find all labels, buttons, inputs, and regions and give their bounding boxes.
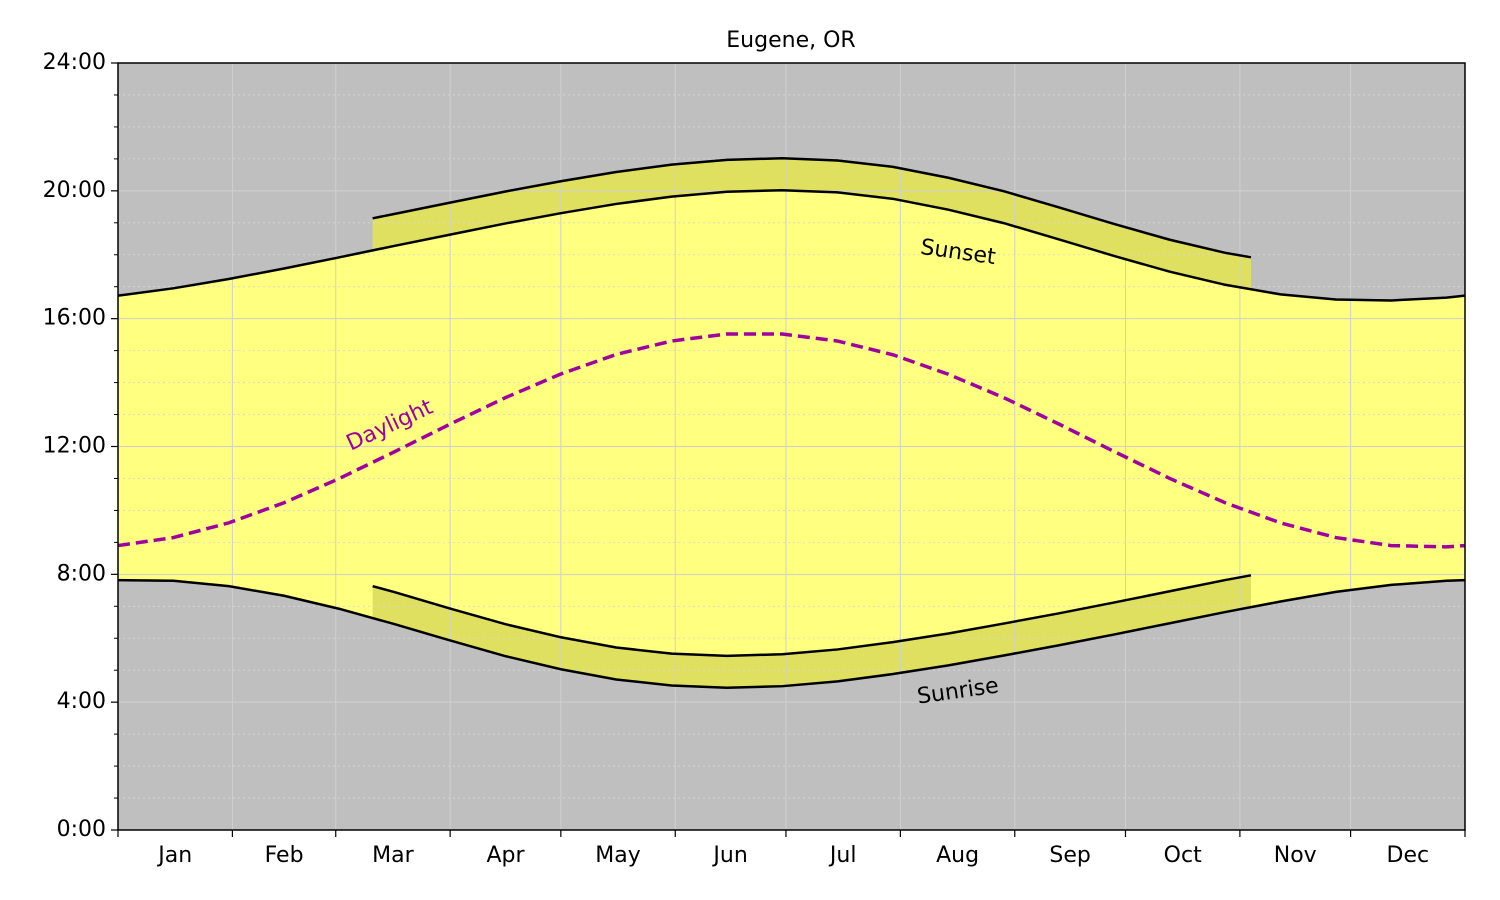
y-tick-label: 8:00	[57, 561, 106, 586]
y-tick-label: 0:00	[57, 817, 106, 842]
daylight-band	[118, 190, 1465, 688]
y-tick-label: 4:00	[57, 689, 106, 714]
chart-title: Eugene, OR	[726, 28, 855, 53]
x-tick-label: Jan	[156, 843, 192, 868]
x-tick-label: Oct	[1164, 843, 1202, 868]
y-tick-label: 24:00	[43, 50, 106, 75]
x-tick-label: Nov	[1274, 843, 1317, 868]
series-line	[117, 188, 1466, 302]
y-tick-label: 20:00	[43, 178, 106, 203]
series-line	[117, 578, 1466, 690]
series-line	[372, 156, 1252, 259]
x-tick-label: Sep	[1049, 843, 1090, 868]
x-tick-label: Apr	[486, 843, 525, 868]
x-tick-label: Aug	[936, 843, 979, 868]
y-tick-label: 12:00	[43, 434, 106, 459]
x-tick-label: May	[595, 843, 640, 868]
series-line	[372, 574, 1252, 658]
x-tick-label: Feb	[265, 843, 304, 868]
x-tick-label: Jul	[828, 843, 857, 868]
dst-band	[372, 575, 1251, 688]
x-tick-label: Dec	[1387, 843, 1430, 868]
x-tick-label: Jun	[711, 843, 747, 868]
series-line	[117, 332, 1466, 549]
x-tick-label: Mar	[372, 843, 414, 868]
y-tick-label: 16:00	[43, 306, 106, 331]
